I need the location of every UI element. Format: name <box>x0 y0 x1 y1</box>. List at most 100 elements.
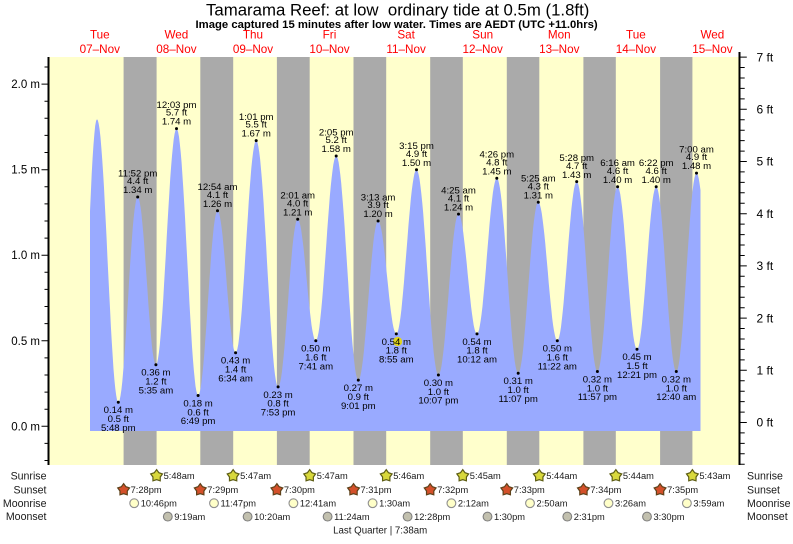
svg-text:7:29pm: 7:29pm <box>207 485 238 495</box>
svg-text:4.6 ft: 4.6 ft <box>646 166 668 177</box>
svg-text:13–Nov: 13–Nov <box>539 43 579 56</box>
svg-text:0.27 m: 0.27 m <box>344 383 373 394</box>
svg-text:3:59am: 3:59am <box>693 499 724 509</box>
svg-text:1.48 m: 1.48 m <box>682 161 711 172</box>
svg-text:5:46am: 5:46am <box>393 471 424 481</box>
svg-text:12:54 am: 12:54 am <box>197 182 237 193</box>
svg-text:7:28pm: 7:28pm <box>131 485 162 495</box>
svg-text:7 ft: 7 ft <box>757 50 774 64</box>
svg-text:4.1 ft: 4.1 ft <box>448 193 470 204</box>
svg-text:10:07 pm: 10:07 pm <box>418 396 458 407</box>
svg-text:6:16 am: 6:16 am <box>600 158 635 169</box>
svg-text:7:30pm: 7:30pm <box>284 485 315 495</box>
svg-text:12:28pm: 12:28pm <box>414 512 450 522</box>
svg-text:1.40 m: 1.40 m <box>603 175 632 186</box>
svg-text:4:26 pm: 4:26 pm <box>479 150 514 161</box>
svg-text:4.6 ft: 4.6 ft <box>607 166 629 177</box>
svg-text:Sunrise: Sunrise <box>747 470 783 482</box>
svg-text:Moonrise: Moonrise <box>3 498 47 510</box>
svg-text:Image captured 15 minutes afte: Image captured 15 minutes after low wate… <box>196 19 598 31</box>
svg-text:1.0 m: 1.0 m <box>11 250 40 262</box>
svg-text:0.18 m: 0.18 m <box>183 398 212 409</box>
svg-text:11:22 am: 11:22 am <box>538 361 577 372</box>
svg-text:12:40 am: 12:40 am <box>656 392 696 403</box>
svg-text:1.34 m: 1.34 m <box>123 185 152 196</box>
svg-text:5.5 ft: 5.5 ft <box>246 120 268 131</box>
svg-text:Moonset: Moonset <box>6 511 47 523</box>
svg-text:2:31pm: 2:31pm <box>574 512 605 522</box>
svg-text:1.8 ft: 1.8 ft <box>386 346 408 357</box>
svg-text:1.0 ft: 1.0 ft <box>666 383 688 394</box>
svg-text:6:49 pm: 6:49 pm <box>181 416 216 427</box>
svg-text:5:44am: 5:44am <box>623 471 654 481</box>
svg-text:1:30am: 1:30am <box>379 499 410 509</box>
svg-text:0.50 m: 0.50 m <box>543 344 572 355</box>
svg-text:5:43am: 5:43am <box>699 471 730 481</box>
svg-text:0.5 m: 0.5 m <box>11 336 40 348</box>
svg-text:1.58 m: 1.58 m <box>322 144 351 155</box>
svg-text:11:52 pm: 11:52 pm <box>118 168 157 179</box>
svg-text:3:13 am: 3:13 am <box>361 192 396 203</box>
svg-text:1.74 m: 1.74 m <box>162 117 191 128</box>
svg-text:7:34pm: 7:34pm <box>590 485 621 495</box>
svg-text:6:22 pm: 6:22 pm <box>639 158 674 169</box>
svg-text:0.0 m: 0.0 m <box>11 421 40 433</box>
svg-text:1.45 m: 1.45 m <box>482 166 511 177</box>
svg-text:1.0 ft: 1.0 ft <box>428 387 450 398</box>
svg-text:1.0 ft: 1.0 ft <box>508 385 530 396</box>
svg-text:0.8 ft: 0.8 ft <box>267 399 289 410</box>
svg-text:0.30 m: 0.30 m <box>424 378 453 389</box>
svg-text:0 ft: 0 ft <box>757 416 774 430</box>
svg-text:5.2 ft: 5.2 ft <box>326 135 348 146</box>
svg-text:1.6 ft: 1.6 ft <box>305 353 327 364</box>
svg-text:09–Nov: 09–Nov <box>233 43 273 56</box>
svg-text:1.2 ft: 1.2 ft <box>145 377 167 388</box>
svg-text:0.32 m: 0.32 m <box>583 374 612 385</box>
svg-text:1:01 pm: 1:01 pm <box>239 112 274 123</box>
svg-text:Wed: Wed <box>164 28 188 41</box>
svg-text:Tue: Tue <box>626 28 646 41</box>
svg-text:7:41 am: 7:41 am <box>298 361 333 372</box>
svg-text:0.31 m: 0.31 m <box>504 376 533 387</box>
svg-text:1:30pm: 1:30pm <box>494 512 525 522</box>
svg-text:4:25 am: 4:25 am <box>441 185 476 196</box>
svg-text:6:34 am: 6:34 am <box>218 373 253 384</box>
svg-text:10:46pm: 10:46pm <box>141 499 177 509</box>
svg-text:4 ft: 4 ft <box>757 207 774 221</box>
svg-text:3:15 pm: 3:15 pm <box>399 141 434 152</box>
svg-text:1.5 ft: 1.5 ft <box>626 361 648 372</box>
svg-text:3:30pm: 3:30pm <box>654 512 685 522</box>
svg-text:3 ft: 3 ft <box>757 259 774 273</box>
svg-text:1.67 m: 1.67 m <box>242 129 271 140</box>
svg-text:3:26am: 3:26am <box>615 499 646 509</box>
svg-text:1.40 m: 1.40 m <box>642 175 671 186</box>
svg-text:4.4 ft: 4.4 ft <box>127 176 149 187</box>
svg-text:0.54 m: 0.54 m <box>462 337 491 348</box>
svg-text:4.1 ft: 4.1 ft <box>207 190 229 201</box>
svg-text:4.9 ft: 4.9 ft <box>406 149 428 160</box>
svg-text:5:48am: 5:48am <box>164 471 195 481</box>
svg-text:7:00 am: 7:00 am <box>679 144 714 155</box>
svg-text:1.43 m: 1.43 m <box>562 170 591 181</box>
svg-text:12–Nov: 12–Nov <box>463 43 503 56</box>
svg-text:10:12 am: 10:12 am <box>457 355 497 366</box>
svg-text:0.23 m: 0.23 m <box>263 390 292 401</box>
svg-text:12:21 pm: 12:21 pm <box>617 370 657 381</box>
svg-text:15–Nov: 15–Nov <box>692 43 732 56</box>
svg-text:7:32pm: 7:32pm <box>437 485 468 495</box>
svg-text:1.6 ft: 1.6 ft <box>547 353 569 364</box>
svg-text:Last Quarter | 7:38am: Last Quarter | 7:38am <box>333 525 427 536</box>
svg-text:4.9 ft: 4.9 ft <box>686 152 708 163</box>
svg-text:4.8 ft: 4.8 ft <box>486 157 508 168</box>
svg-text:10–Nov: 10–Nov <box>309 43 349 56</box>
svg-text:0.9 ft: 0.9 ft <box>348 392 370 403</box>
svg-text:0.32 m: 0.32 m <box>662 374 691 385</box>
svg-text:11:24am: 11:24am <box>334 512 370 522</box>
svg-text:0.5 ft: 0.5 ft <box>108 414 130 425</box>
svg-text:7:53 pm: 7:53 pm <box>261 408 296 419</box>
svg-text:5:48 pm: 5:48 pm <box>101 423 136 434</box>
svg-text:Moonrise: Moonrise <box>747 498 791 510</box>
svg-text:Wed: Wed <box>700 28 724 41</box>
svg-text:Tue: Tue <box>90 28 110 41</box>
svg-text:6 ft: 6 ft <box>757 103 774 117</box>
